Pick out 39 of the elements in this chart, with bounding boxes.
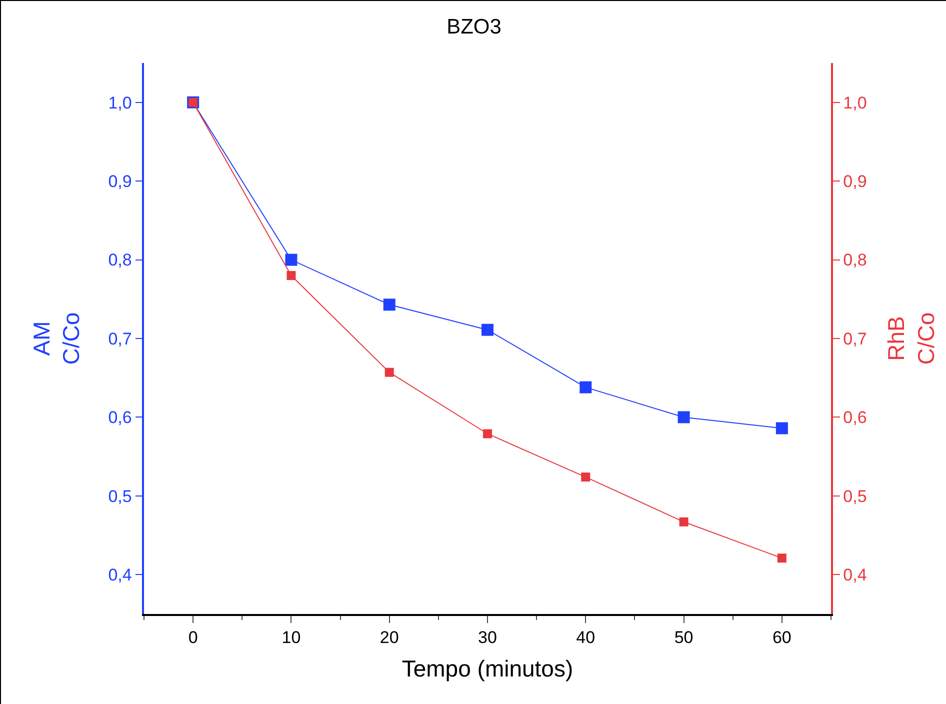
point — [581, 472, 590, 482]
point — [285, 254, 298, 266]
point — [678, 411, 690, 424]
y2-tick-label: 0,5 — [843, 486, 867, 506]
y-axis-title: C/Co — [58, 312, 84, 365]
y-tick-label: 0,6 — [108, 408, 132, 428]
y-tick-label: 0,7 — [108, 329, 132, 348]
point — [777, 554, 786, 563]
point — [679, 517, 688, 526]
point — [383, 298, 396, 311]
y-tick-label: 1,0 — [108, 93, 132, 112]
point — [483, 429, 492, 438]
x-tick-label: 10 — [282, 628, 301, 648]
y2-tick-label: 1,0 — [843, 93, 867, 112]
x-tick-label: 40 — [576, 628, 596, 648]
point — [384, 368, 394, 377]
y-tick-label: 0,5 — [108, 486, 132, 506]
text: AM — [28, 321, 54, 356]
point — [776, 422, 788, 434]
x-tick-label: 50 — [674, 628, 694, 648]
y-tick-label: 0,8 — [108, 250, 132, 270]
chart-title: BZO3 — [446, 15, 502, 38]
x-tick-label: 20 — [380, 628, 399, 648]
x-axis-title: Tempo (minutos) — [402, 655, 574, 682]
y2-tick-label: 0,7 — [843, 329, 867, 348]
point — [286, 271, 296, 280]
point — [482, 324, 494, 336]
text: RhB — [882, 316, 909, 361]
x-tick-label: 0 — [188, 628, 198, 648]
x-tick-label: 30 — [478, 628, 497, 648]
y-tick-label: 0,9 — [108, 172, 132, 192]
y2-tick-label: 0,9 — [843, 172, 867, 192]
x-tick-label: 60 — [772, 628, 792, 648]
point — [580, 381, 592, 394]
y-tick-label: 0,4 — [108, 566, 132, 585]
y2-tick-label: 0,4 — [843, 566, 867, 585]
y2-tick-label: 0,6 — [843, 408, 867, 428]
y2-tick-label: 0,8 — [843, 250, 867, 270]
y2-axis-title: C/Co — [912, 312, 939, 365]
